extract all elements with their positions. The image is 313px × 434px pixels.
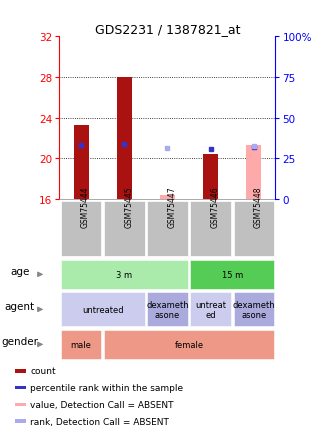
Text: count: count bbox=[30, 366, 56, 375]
Text: untreat
ed: untreat ed bbox=[195, 300, 226, 319]
Text: 3 m: 3 m bbox=[116, 270, 132, 279]
Bar bbox=[233, 201, 274, 256]
Text: GSM75444: GSM75444 bbox=[81, 186, 90, 227]
Text: agent: agent bbox=[5, 301, 35, 311]
Bar bbox=[246, 146, 261, 200]
Bar bbox=[233, 293, 274, 327]
Bar bbox=[160, 196, 175, 200]
Text: rank, Detection Call = ABSENT: rank, Detection Call = ABSENT bbox=[30, 417, 169, 426]
Bar bbox=[203, 155, 218, 200]
Bar bbox=[61, 330, 101, 359]
Bar bbox=[15, 386, 26, 389]
Bar bbox=[147, 201, 188, 256]
Text: GSM75447: GSM75447 bbox=[167, 186, 177, 227]
Text: dexameth
asone: dexameth asone bbox=[146, 300, 189, 319]
Text: GSM75446: GSM75446 bbox=[211, 186, 220, 227]
Text: percentile rank within the sample: percentile rank within the sample bbox=[30, 383, 183, 392]
Bar bbox=[61, 201, 101, 256]
Text: female: female bbox=[174, 340, 204, 349]
Text: age: age bbox=[10, 266, 29, 276]
Bar bbox=[117, 78, 132, 200]
Bar bbox=[190, 260, 274, 289]
Text: GSM75445: GSM75445 bbox=[124, 186, 133, 227]
Text: 15 m: 15 m bbox=[222, 270, 243, 279]
Text: male: male bbox=[71, 340, 91, 349]
Bar bbox=[147, 293, 188, 327]
Bar bbox=[190, 201, 231, 256]
Text: untreated: untreated bbox=[82, 305, 123, 314]
Text: GSM75448: GSM75448 bbox=[254, 186, 263, 227]
Bar bbox=[61, 260, 188, 289]
Text: gender: gender bbox=[1, 336, 38, 346]
Bar bbox=[104, 330, 274, 359]
Bar bbox=[190, 293, 231, 327]
Bar bbox=[104, 201, 145, 256]
Bar bbox=[61, 293, 145, 327]
Text: dexameth
asone: dexameth asone bbox=[233, 300, 275, 319]
Bar bbox=[74, 125, 89, 200]
Bar bbox=[15, 369, 26, 373]
Title: GDS2231 / 1387821_at: GDS2231 / 1387821_at bbox=[95, 23, 240, 36]
Bar bbox=[15, 419, 26, 423]
Bar bbox=[15, 403, 26, 406]
Text: value, Detection Call = ABSENT: value, Detection Call = ABSENT bbox=[30, 400, 174, 409]
